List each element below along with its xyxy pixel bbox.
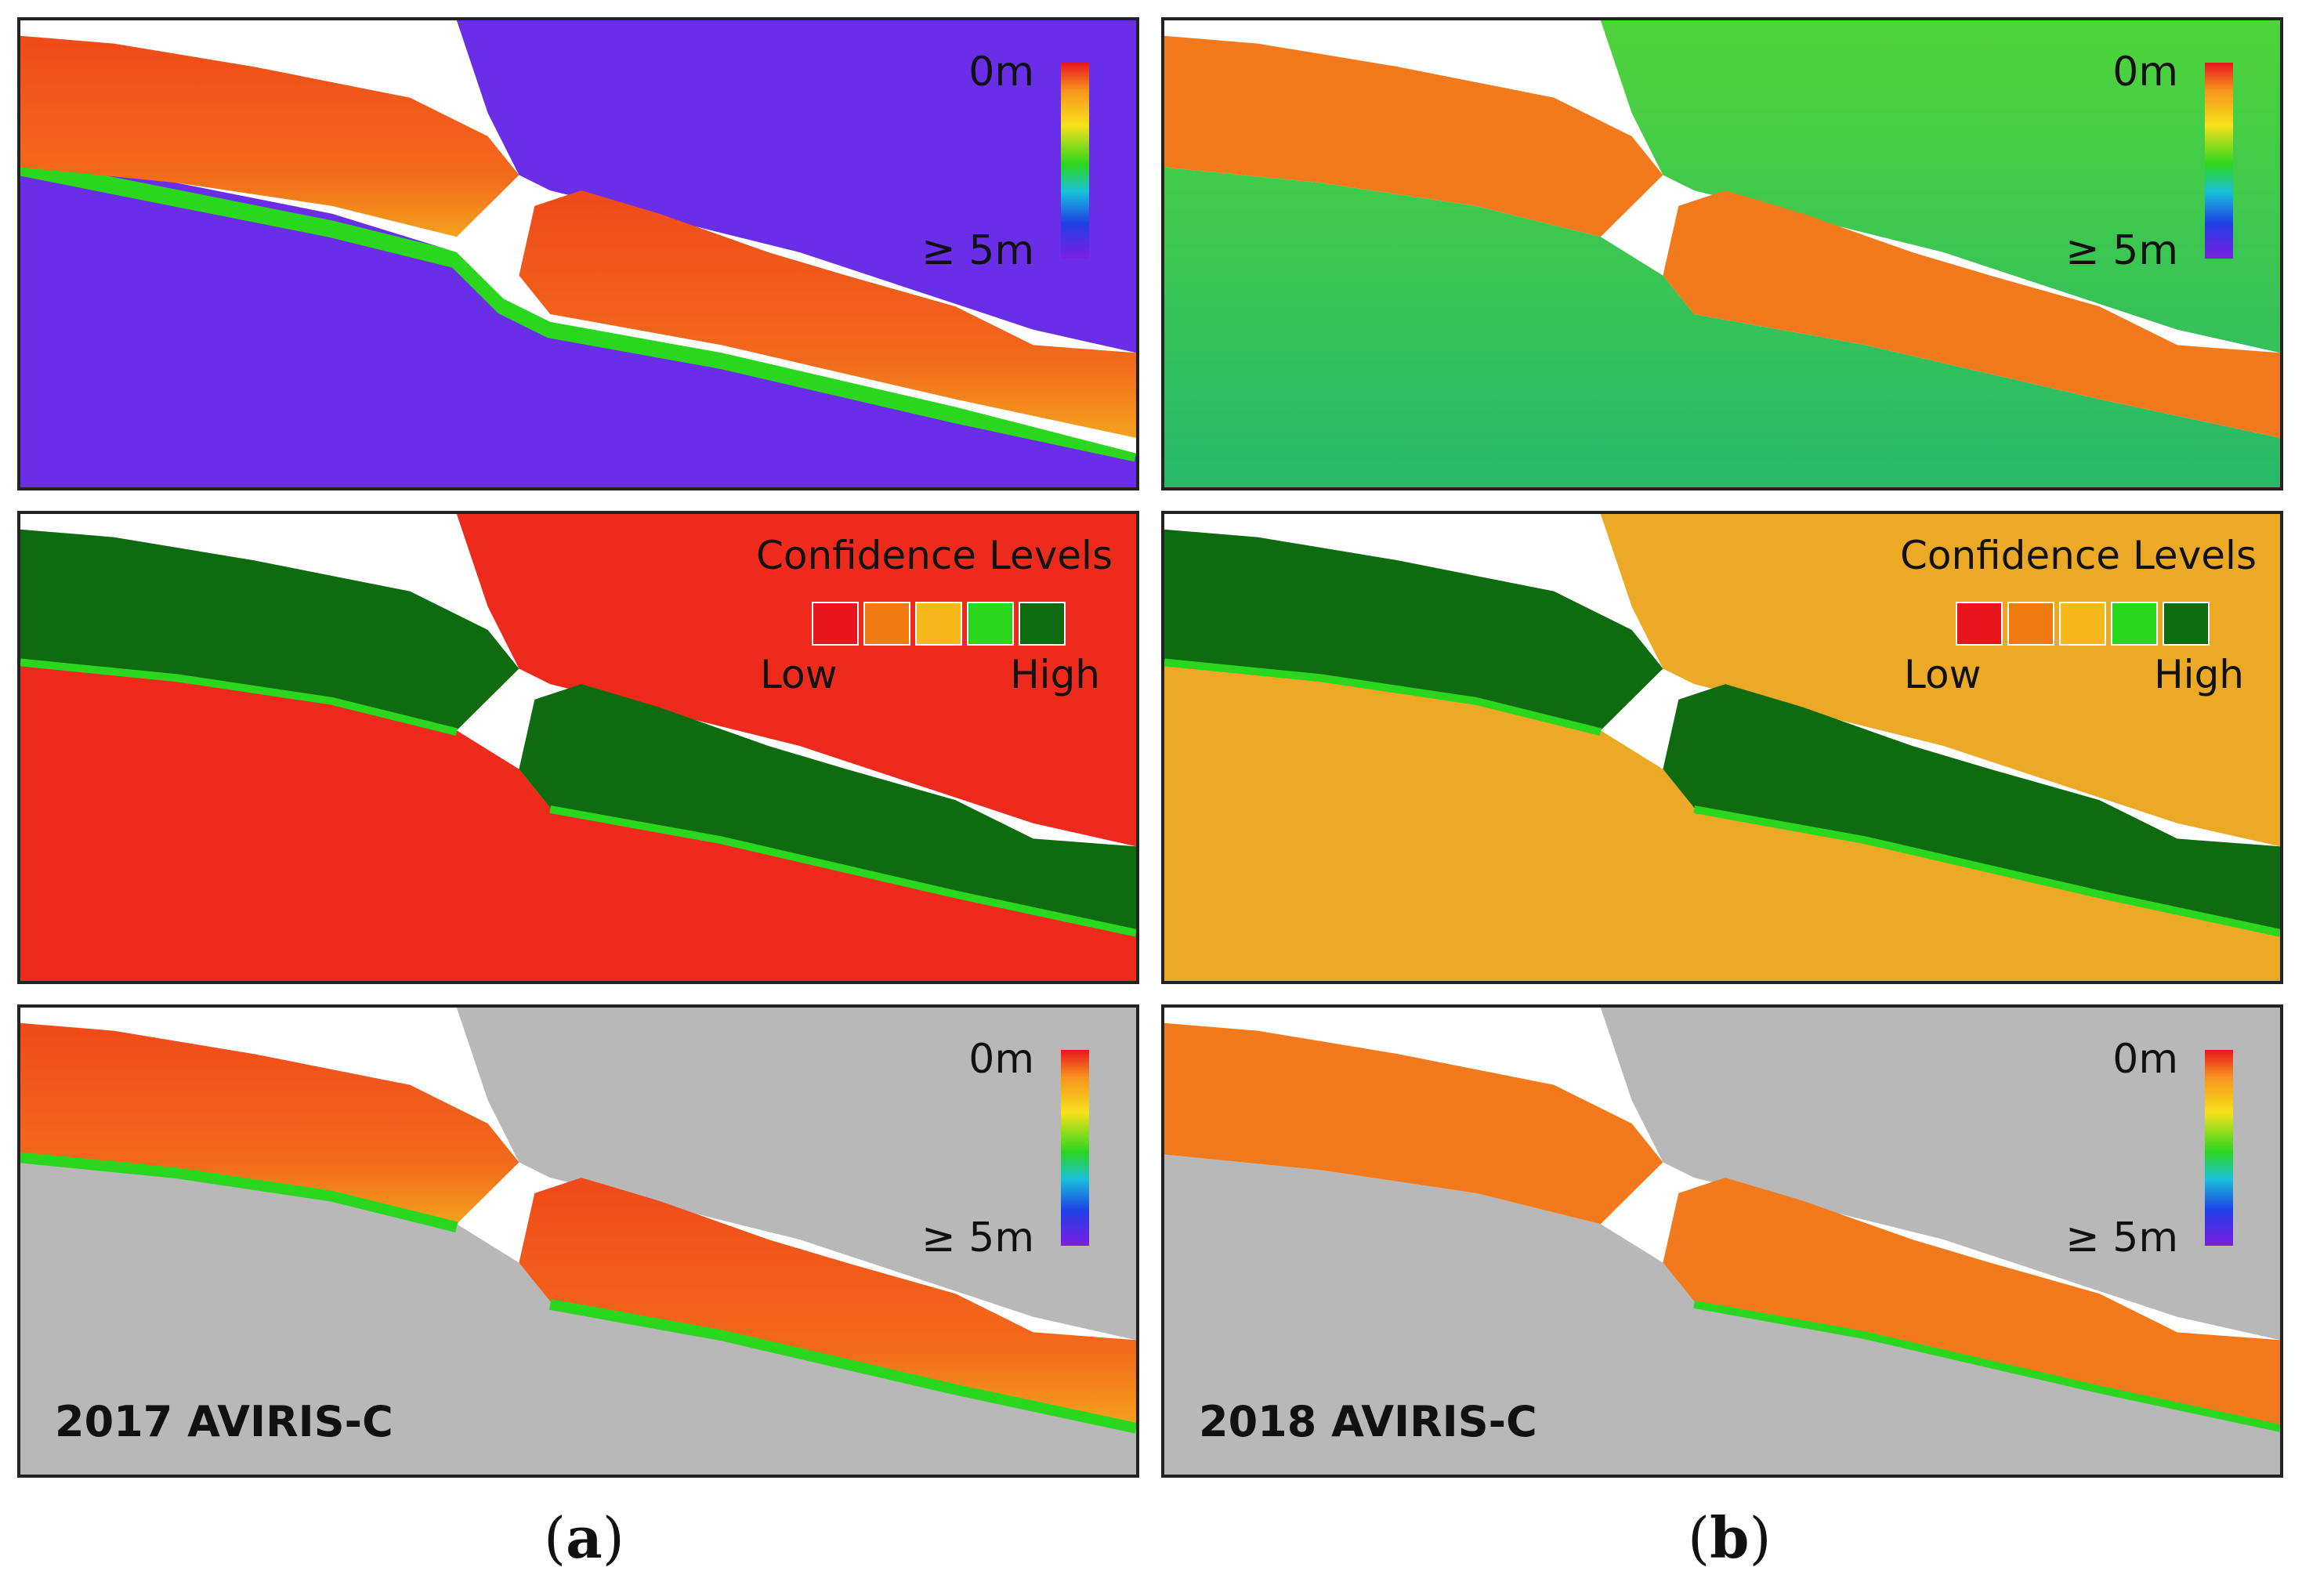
caption-b-letter: b <box>1710 1504 1750 1571</box>
shoreline-edge <box>1164 658 2280 937</box>
depth-legend-top: 0m <box>968 1036 1034 1083</box>
year-label: 2018 AVIRIS-C <box>1199 1397 1537 1446</box>
land-east <box>1663 1178 2280 1425</box>
masked-bathymetry-2018 <box>1164 1008 2280 1475</box>
depth-legend-bottom: ≥ 5m <box>921 227 1034 274</box>
confidence-legend-title: Confidence Levels <box>755 533 1113 578</box>
swatch-4 <box>967 602 1014 646</box>
depth-colorbar <box>2205 63 2233 259</box>
confidence-swatches <box>812 602 1066 646</box>
depth-legend: 0m ≥ 5m <box>2065 1036 2257 1258</box>
swatch-3 <box>2059 602 2106 646</box>
confidence-map-2018 <box>1164 514 2280 981</box>
caption-a-close: ) <box>602 1505 624 1571</box>
high-confidence-land-west <box>1164 529 1663 731</box>
land-east <box>1663 190 2280 438</box>
shallow-edge <box>20 158 1136 462</box>
bathymetry-map-2018 <box>1164 20 2280 487</box>
confidence-high-label: High <box>1010 652 1100 697</box>
confidence-low-label: Low <box>760 652 838 697</box>
confidence-high-label: High <box>2154 652 2244 697</box>
depth-legend: 0m ≥ 5m <box>2065 49 2257 271</box>
caption-b-close: ) <box>1749 1505 1772 1571</box>
confidence-legend: Confidence Levels Low High <box>1880 533 2257 697</box>
swatch-2 <box>2007 602 2054 646</box>
depth-legend-bottom: ≥ 5m <box>2065 1214 2178 1261</box>
caption-b: (b) <box>1688 1504 1772 1571</box>
depth-legend-bottom: ≥ 5m <box>2065 227 2178 274</box>
deep-water-band <box>20 159 1136 487</box>
shallow-edge <box>20 1152 1136 1434</box>
swatch-1 <box>1956 602 2003 646</box>
land-east <box>519 1178 1136 1425</box>
caption-a-open: ( <box>544 1505 566 1571</box>
swatch-1 <box>812 602 859 646</box>
swatch-2 <box>863 602 910 646</box>
confidence-swatches <box>1956 602 2210 646</box>
land-west <box>20 35 519 237</box>
panel-2017-depth: 0m ≥ 5m <box>17 17 1139 490</box>
depth-legend-bottom: ≥ 5m <box>921 1214 1034 1261</box>
depth-colorbar <box>1061 1050 1089 1246</box>
depth-legend-top: 0m <box>2112 49 2178 96</box>
depth-legend: 0m ≥ 5m <box>921 49 1113 271</box>
depth-legend: 0m ≥ 5m <box>921 1036 1113 1258</box>
panel-2017-masked: 0m ≥ 5m 2017 AVIRIS-C <box>17 1004 1139 1478</box>
shallow-edge <box>1693 1301 2280 1432</box>
depth-colorbar <box>1061 63 1089 259</box>
panel-2018-masked: 0m ≥ 5m 2018 AVIRIS-C <box>1161 1004 2283 1478</box>
panel-2018-depth: 0m ≥ 5m <box>1161 17 2283 490</box>
shoreline-edge <box>20 658 1136 937</box>
land-west <box>20 1022 519 1225</box>
land-west <box>1164 35 1663 237</box>
caption-a-letter: a <box>566 1504 603 1571</box>
high-confidence-land-west <box>20 529 519 731</box>
swatch-4 <box>2111 602 2158 646</box>
panel-2017-confidence: Confidence Levels Low High <box>17 511 1139 984</box>
depth-colorbar <box>2205 1050 2233 1246</box>
bathymetry-map-2017 <box>20 20 1136 487</box>
confidence-legend-title: Confidence Levels <box>1899 533 2257 578</box>
depth-legend-top: 0m <box>968 49 1034 96</box>
swatch-5 <box>1019 602 1066 646</box>
caption-b-open: ( <box>1688 1505 1710 1571</box>
depth-legend-top: 0m <box>2112 1036 2178 1083</box>
swatch-3 <box>915 602 962 646</box>
confidence-low-label: Low <box>1904 652 1982 697</box>
confidence-map-2017 <box>20 514 1136 981</box>
panel-2018-confidence: Confidence Levels Low High <box>1161 511 2283 984</box>
high-confidence-land-east <box>519 684 1136 932</box>
land-east <box>519 190 1136 438</box>
swatch-5 <box>2163 602 2210 646</box>
caption-a: (a) <box>544 1504 624 1571</box>
high-confidence-land-east <box>1663 684 2280 932</box>
confidence-legend: Confidence Levels Low High <box>737 533 1113 697</box>
masked-bathymetry-2017 <box>20 1008 1136 1475</box>
year-label: 2017 AVIRIS-C <box>55 1397 393 1446</box>
land-west <box>1164 1022 1663 1225</box>
